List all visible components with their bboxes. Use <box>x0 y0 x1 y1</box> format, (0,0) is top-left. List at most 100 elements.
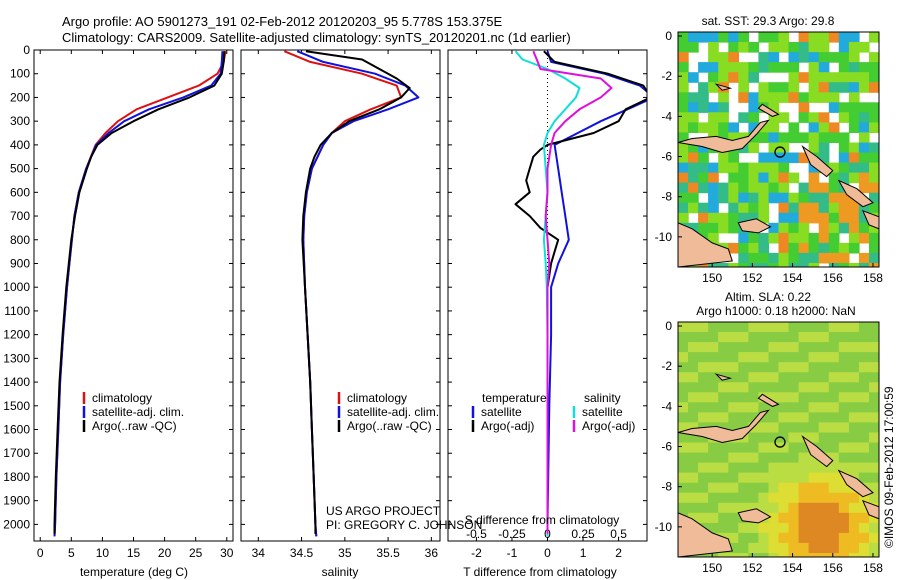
depth-tick-label: 800 <box>10 233 30 247</box>
map-cell <box>698 492 709 504</box>
map-cell <box>858 442 870 454</box>
map-cell <box>788 242 800 254</box>
map-cell <box>728 402 739 413</box>
x-tick-label: -2 <box>471 546 482 560</box>
map-cell <box>698 553 709 557</box>
map-cell <box>798 482 810 494</box>
map-cell <box>718 152 729 164</box>
map-cell <box>708 442 719 454</box>
map-cell <box>698 512 709 524</box>
map-cell <box>788 52 800 63</box>
lat-tick-label: -10 <box>655 230 673 244</box>
map-cell <box>828 72 840 83</box>
map-cell <box>818 232 830 244</box>
map-cell <box>768 522 780 534</box>
map-cell <box>738 362 749 373</box>
map-cell <box>728 132 739 143</box>
map-cell <box>718 422 729 433</box>
map-cell <box>838 362 850 373</box>
map-cell <box>778 512 790 524</box>
map-cell <box>768 222 780 234</box>
map-cell <box>808 553 820 557</box>
map-cell <box>848 553 860 557</box>
map-cell <box>758 422 770 433</box>
map-cell <box>708 322 719 333</box>
difference-legend: temperature satellite Argo(-adj) salinit… <box>471 391 635 433</box>
map-cell <box>828 382 840 393</box>
map-cell <box>838 512 850 524</box>
map-cell <box>808 372 820 383</box>
map-cell <box>838 52 850 63</box>
map-cell <box>758 462 770 474</box>
map-cell <box>748 352 760 363</box>
map-cell <box>708 62 719 73</box>
map-cell <box>728 192 739 204</box>
legend-label: satellite-adj. clim. <box>347 405 439 419</box>
map-cell <box>838 492 850 504</box>
map-cell <box>718 112 729 123</box>
map-cell <box>858 542 870 554</box>
x-tick-label: 10 <box>96 546 110 560</box>
x-tick-label: 30 <box>220 546 234 560</box>
map-cell <box>798 32 810 43</box>
map-cell <box>748 482 760 494</box>
map-cell <box>828 532 840 544</box>
map-cell <box>788 263 800 267</box>
map-cell <box>838 222 850 234</box>
land-polygon <box>757 393 780 407</box>
map-cell <box>718 452 729 464</box>
map-cell <box>848 442 860 454</box>
map-cell <box>788 362 800 373</box>
map-cell <box>708 372 719 383</box>
map-cell <box>678 422 689 433</box>
map-cell <box>688 342 699 353</box>
map-cell <box>808 402 820 413</box>
map-cell <box>758 402 770 413</box>
map-cell <box>818 492 830 504</box>
map-cell <box>688 122 699 133</box>
map-cell <box>828 482 840 494</box>
map-cell <box>708 502 719 514</box>
map-cell <box>738 212 749 224</box>
map-cell <box>698 442 709 454</box>
map-cell <box>768 322 780 333</box>
map-cell <box>798 42 810 53</box>
map-cell <box>788 352 800 363</box>
sla-map-title: Altim. SLA: 0.22 <box>725 290 811 304</box>
map-cell <box>688 352 699 363</box>
map-cell <box>748 212 760 224</box>
map-cell <box>798 412 810 423</box>
map-cell <box>778 92 790 103</box>
map-cell <box>778 62 790 73</box>
map-cell <box>848 52 860 63</box>
map-cell <box>768 553 780 557</box>
map-cell <box>768 102 780 113</box>
top-x-tick-label: -0.5 <box>466 527 487 541</box>
map-cell <box>818 382 830 393</box>
map-cell <box>818 422 830 433</box>
map-cell <box>758 372 770 383</box>
map-cell <box>678 102 689 113</box>
map-cell <box>768 472 780 484</box>
map-cell <box>768 502 780 514</box>
map-cell <box>718 62 729 73</box>
lon-tick-label: 152 <box>742 561 762 575</box>
depth-tick-label: 1200 <box>3 328 30 342</box>
map-cell <box>728 362 739 373</box>
map-cell <box>808 232 820 244</box>
map-cell <box>718 182 729 194</box>
map-cell <box>848 512 860 524</box>
map-cell <box>768 482 780 494</box>
map-cell <box>678 92 689 103</box>
map-cell <box>828 392 840 403</box>
map-cell <box>768 132 780 143</box>
map-cell <box>869 263 879 267</box>
map-cell <box>778 82 790 93</box>
map-cell <box>808 362 820 373</box>
map-cell <box>708 112 719 123</box>
map-cell <box>678 352 689 363</box>
map-cell <box>708 482 719 494</box>
map-cell <box>778 522 790 534</box>
map-cell <box>828 263 840 267</box>
map-cell <box>858 502 870 514</box>
